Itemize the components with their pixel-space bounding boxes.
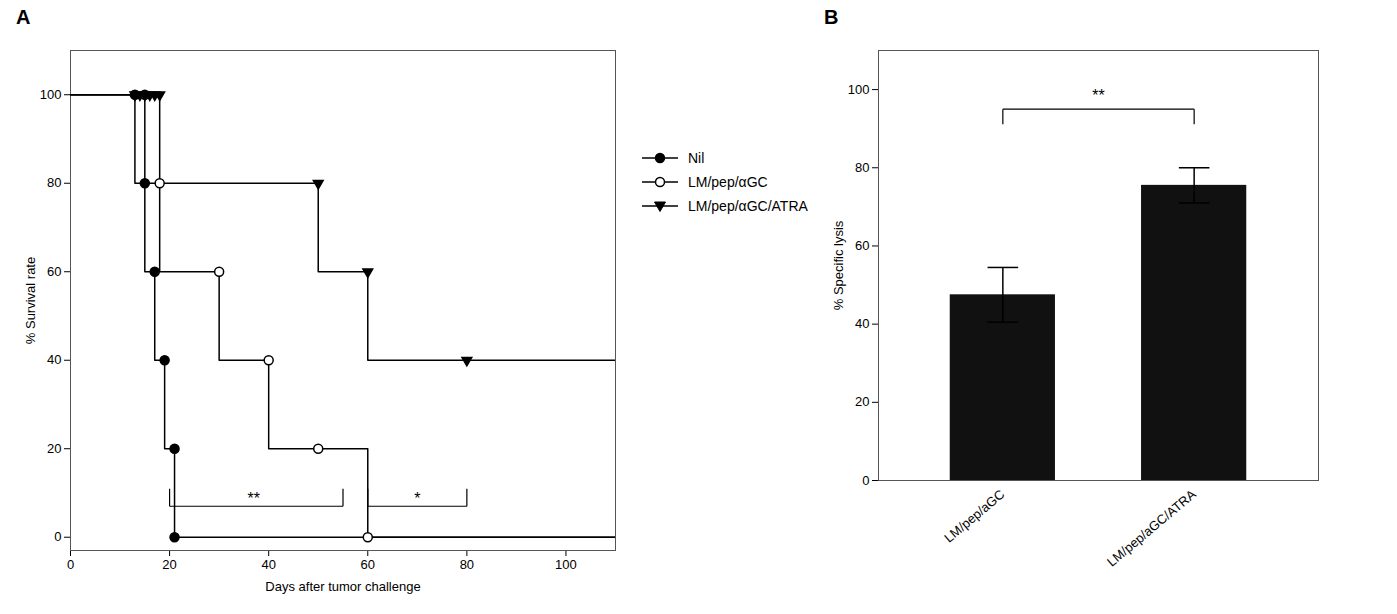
svg-text:**: **: [248, 490, 260, 507]
svg-text:0: 0: [862, 473, 869, 488]
svg-text:% Specific lysis: % Specific lysis: [831, 220, 846, 310]
html-text:Nil: Nil: [688, 150, 705, 166]
html-text:LM/pep/αGC: LM/pep/αGC: [688, 174, 768, 190]
svg-text:0: 0: [54, 529, 61, 544]
svg-text:20: 20: [162, 557, 176, 572]
svg-text:100: 100: [40, 87, 62, 102]
html-text:LM/pep/αGC/ATRA: LM/pep/αGC/ATRA: [688, 198, 808, 214]
svg-text:20: 20: [47, 441, 61, 456]
svg-text:20: 20: [855, 394, 869, 409]
svg-text:LM/pep/aGC: LM/pep/aGC: [941, 487, 1007, 546]
svg-text:**: **: [1092, 87, 1104, 104]
svg-text:80: 80: [47, 175, 61, 190]
svg-text:40: 40: [47, 352, 61, 367]
svg-text:40: 40: [855, 316, 869, 331]
svg-text:60: 60: [47, 264, 61, 279]
html-text:B: B: [823, 6, 839, 28]
svg-text:Days after tumor challenge: Days after tumor challenge: [265, 579, 420, 594]
svg-text:40: 40: [261, 557, 275, 572]
svg-text:% Survival rate: % Survival rate: [23, 257, 38, 344]
html-text:A: A: [16, 6, 31, 28]
svg-text:80: 80: [855, 160, 869, 175]
svg-text:LM/pep/aGC/ATRA: LM/pep/aGC/ATRA: [1104, 486, 1199, 569]
svg-text:0: 0: [67, 557, 74, 572]
svg-text:*: *: [414, 490, 420, 507]
svg-text:100: 100: [555, 557, 577, 572]
svg-text:100: 100: [848, 82, 870, 97]
svg-text:60: 60: [361, 557, 375, 572]
svg-text:80: 80: [460, 557, 474, 572]
svg-text:60: 60: [855, 238, 869, 253]
